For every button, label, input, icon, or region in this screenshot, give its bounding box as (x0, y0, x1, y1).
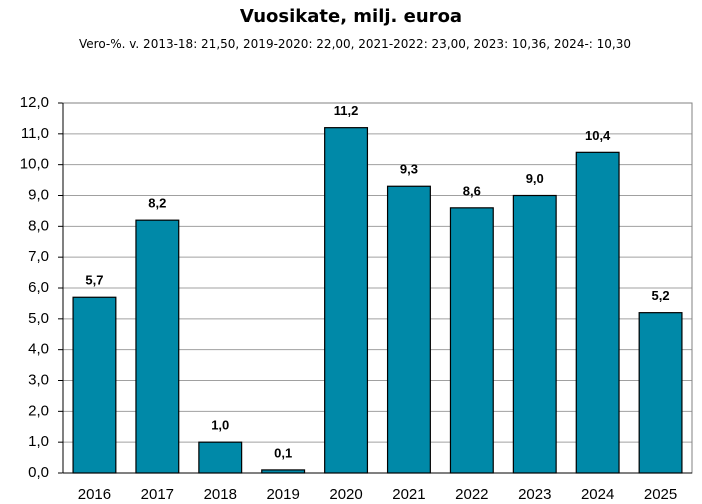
x-tick-label: 2016 (78, 486, 111, 503)
y-tick-label: 11,0 (21, 125, 49, 142)
value-label: 0,1 (274, 445, 292, 460)
x-tick-label: 2019 (266, 486, 299, 503)
value-label: 8,2 (148, 196, 166, 211)
bar (72, 296, 117, 474)
y-tick-label: 12,0 (20, 94, 49, 111)
bar (135, 219, 180, 474)
y-tick-label: 8,0 (28, 217, 49, 234)
y-tick-label: 6,0 (28, 279, 49, 296)
bar (449, 207, 494, 474)
bar (324, 127, 369, 474)
x-tick-label: 2018 (204, 486, 237, 503)
value-label: 10,4 (585, 128, 611, 143)
y-tick-label: 9,0 (28, 186, 49, 203)
y-tick-label: 7,0 (28, 248, 49, 265)
bar (198, 441, 243, 474)
bar (575, 151, 620, 474)
y-tick-label: 4,0 (28, 341, 49, 358)
x-tick-label: 2022 (455, 486, 488, 503)
y-tick-label: 2,0 (28, 402, 49, 419)
value-label: 9,0 (526, 171, 544, 186)
bar (386, 185, 431, 474)
y-tick-label: 3,0 (28, 371, 49, 388)
chart-title: Vuosikate, milj. euroa (239, 6, 463, 27)
x-tick-label: 2025 (644, 486, 677, 503)
y-tick-label: 10,0 (20, 156, 49, 173)
y-tick-label: 0,0 (28, 464, 49, 481)
x-tick-label: 2021 (392, 486, 425, 503)
chart-subtitle: Vero-%. v. 2013-18: 21,50, 2019-2020: 22… (79, 37, 631, 51)
y-tick-label: 1,0 (28, 433, 49, 450)
x-tick-label: 2023 (518, 486, 551, 503)
value-label: 9,3 (400, 162, 418, 177)
y-tick-label: 5,0 (28, 310, 49, 327)
value-label: 5,7 (85, 273, 103, 288)
value-label: 8,6 (463, 183, 481, 198)
x-tick-label: 2020 (329, 486, 362, 503)
value-label: 5,2 (652, 288, 670, 303)
x-tick-label: 2024 (581, 486, 614, 503)
bar (512, 194, 557, 474)
bar (638, 312, 683, 474)
value-label: 1,0 (211, 418, 229, 433)
value-label: 11,2 (334, 103, 359, 118)
x-tick-label: 2017 (141, 486, 174, 503)
